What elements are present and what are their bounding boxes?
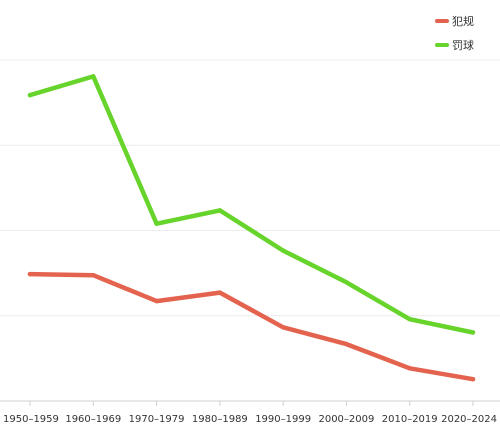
- x-tick-label: 1970–1979: [129, 414, 185, 425]
- series-line-0: [27, 271, 476, 382]
- series-1-point-4: [280, 248, 286, 253]
- x-tick-label: 2020–2024: [441, 414, 497, 425]
- x-axis: 1950–1959 1960–1969 1970–1979 1980–1989 1990…: [0, 400, 500, 425]
- x-tick-label: 2000–2009: [318, 414, 374, 425]
- series-1-point-0: [27, 92, 33, 98]
- legend-label-0: 犯规: [452, 14, 474, 28]
- series-1-point-7: [470, 330, 476, 335]
- series-1-point-3: [217, 208, 223, 213]
- series-0-point-6: [407, 366, 412, 371]
- series-1-point-5: [344, 280, 349, 285]
- x-tick-label: 2010–2019: [382, 414, 438, 425]
- series-1-point-6: [407, 316, 412, 322]
- series-lines: [27, 74, 476, 382]
- x-tick-label: 1990–1999: [255, 414, 311, 425]
- series-0-point-3: [217, 290, 223, 295]
- series-0-point-0: [27, 271, 33, 277]
- legend-label-1: 罚球: [452, 38, 474, 52]
- series-1-point-1: [91, 74, 96, 79]
- gridlines: [0, 59, 500, 317]
- series-0-point-7: [470, 376, 476, 382]
- x-tick-label: 1950–1959: [3, 414, 59, 425]
- series-0-point-5: [344, 341, 349, 347]
- x-tick-label: 1960–1969: [65, 414, 121, 425]
- series-1-point-2: [154, 221, 159, 226]
- series-0-point-1: [91, 272, 96, 278]
- series-0-point-2: [154, 298, 159, 304]
- series-line-1: [27, 74, 476, 335]
- x-tick-label: 1980–1989: [192, 414, 248, 425]
- series-0-point-4: [280, 325, 286, 330]
